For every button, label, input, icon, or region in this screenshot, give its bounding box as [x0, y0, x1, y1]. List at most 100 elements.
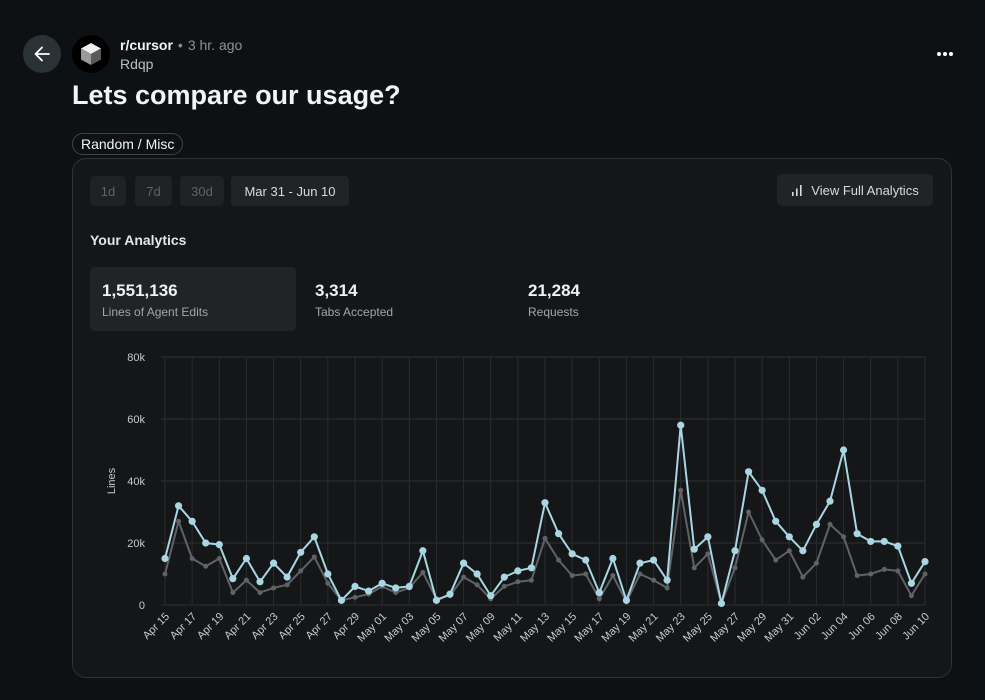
data-point-lines: [405, 582, 413, 590]
data-point-lines: [799, 547, 807, 555]
data-point-lines: [188, 517, 196, 525]
data-point-accepted: [908, 593, 914, 599]
data-point-accepted: [610, 573, 616, 579]
data-point-accepted: [678, 487, 684, 493]
data-point-lines: [622, 596, 631, 604]
data-point-accepted: [583, 571, 589, 577]
data-point-lines: [609, 554, 617, 563]
data-point-accepted: [746, 509, 752, 515]
data-point-lines: [636, 559, 644, 567]
more-options-button[interactable]: [933, 42, 957, 66]
data-point-lines: [554, 530, 563, 538]
stat-value: 1,551,136: [102, 281, 178, 300]
x-tick-label: Apr 27: [304, 611, 335, 642]
back-button[interactable]: [23, 35, 61, 73]
data-point-accepted: [813, 560, 819, 566]
data-point-lines: [853, 530, 861, 538]
range-30d-button[interactable]: 30d: [180, 176, 224, 206]
data-point-lines: [297, 548, 305, 556]
y-tick-label: 80k: [127, 352, 145, 364]
data-point-lines: [839, 446, 848, 454]
x-tick-label: Apr 19: [195, 611, 226, 642]
data-point-lines: [568, 550, 576, 558]
x-tick-label: Jun 04: [819, 611, 851, 643]
x-tick-label: May 19: [600, 611, 634, 645]
data-point-lines: [473, 570, 481, 578]
stat-tabs-accepted[interactable]: 3,314 Tabs Accepted: [303, 267, 503, 331]
analytics-screenshot: 1d 7d 30d Mar 31 - Jun 10 View Full Anal…: [72, 158, 952, 678]
data-point-lines: [514, 567, 522, 575]
range-7d-button[interactable]: 7d: [135, 176, 172, 206]
view-full-analytics-button[interactable]: View Full Analytics: [777, 174, 933, 206]
data-point-lines: [649, 556, 658, 564]
data-point-lines: [690, 545, 698, 553]
subreddit-avatar[interactable]: [72, 35, 110, 73]
data-point-accepted: [298, 568, 304, 574]
data-point-accepted: [311, 554, 317, 560]
data-point-lines: [921, 558, 929, 566]
data-point-lines: [337, 596, 346, 604]
data-point-lines: [812, 520, 821, 528]
data-point-accepted: [461, 574, 467, 580]
post-title[interactable]: Lets compare our usage?: [72, 80, 401, 110]
data-point-accepted: [284, 582, 290, 588]
x-tick-label: Apr 25: [276, 611, 307, 642]
data-point-lines: [772, 517, 780, 525]
data-point-accepted: [474, 582, 480, 588]
x-tick-label: May 13: [518, 611, 552, 645]
x-tick-label: May 29: [735, 611, 769, 645]
y-tick-label: 60k: [127, 414, 145, 426]
data-point-lines: [256, 578, 264, 586]
data-point-lines: [324, 570, 332, 578]
data-point-lines: [880, 537, 888, 546]
y-axis-title: Lines: [106, 467, 118, 494]
data-point-lines: [677, 421, 685, 429]
data-point-accepted: [243, 577, 249, 583]
data-point-lines: [758, 486, 766, 494]
data-point-lines: [161, 554, 169, 563]
data-point-lines: [704, 533, 712, 541]
data-point-accepted: [325, 580, 331, 586]
data-point-lines: [582, 556, 590, 564]
stat-lines-agent-edits[interactable]: 1,551,136 Lines of Agent Edits: [90, 267, 296, 331]
data-point-lines: [283, 573, 291, 581]
x-tick-label: May 03: [382, 611, 416, 645]
x-tick-label: May 27: [708, 611, 742, 645]
stat-requests[interactable]: 21,284 Requests: [516, 267, 716, 331]
data-point-lines: [541, 499, 549, 507]
y-tick-label: 0: [139, 600, 145, 612]
stat-value: 3,314: [315, 281, 358, 300]
section-title: Your Analytics: [90, 232, 187, 248]
data-point-lines: [364, 587, 373, 595]
data-point-lines: [527, 564, 536, 572]
data-point-lines: [867, 537, 875, 546]
x-tick-label: May 07: [437, 611, 471, 645]
post-flair[interactable]: Random / Misc: [72, 133, 184, 155]
arrow-left-icon: [34, 46, 50, 62]
data-point-lines: [785, 533, 793, 541]
data-point-accepted: [420, 569, 426, 575]
data-point-lines: [378, 579, 386, 587]
data-point-accepted: [868, 571, 874, 577]
data-point-accepted: [651, 577, 657, 583]
data-point-accepted: [732, 565, 738, 571]
view-full-analytics-label: View Full Analytics: [811, 182, 919, 198]
subreddit-link[interactable]: r/cursor: [120, 37, 173, 53]
range-date-button[interactable]: Mar 31 - Jun 10: [231, 176, 349, 206]
data-point-accepted: [705, 551, 711, 557]
x-tick-label: Apr 17: [168, 611, 199, 642]
post-time: 3 hr. ago: [187, 37, 243, 53]
post-author[interactable]: Rdqp: [120, 56, 154, 72]
data-point-accepted: [786, 548, 792, 554]
x-tick-label: May 31: [762, 611, 796, 645]
post-meta: r/cursor • 3 hr. ago Rdqp: [120, 37, 242, 72]
data-point-accepted: [515, 579, 521, 585]
stat-label: Tabs Accepted: [315, 305, 394, 319]
data-point-lines: [826, 497, 834, 505]
data-point-lines: [269, 559, 278, 567]
data-point-lines: [487, 592, 495, 600]
range-1d-button[interactable]: 1d: [90, 176, 126, 206]
data-point-accepted: [841, 534, 847, 540]
stat-value: 21,284: [528, 281, 580, 300]
